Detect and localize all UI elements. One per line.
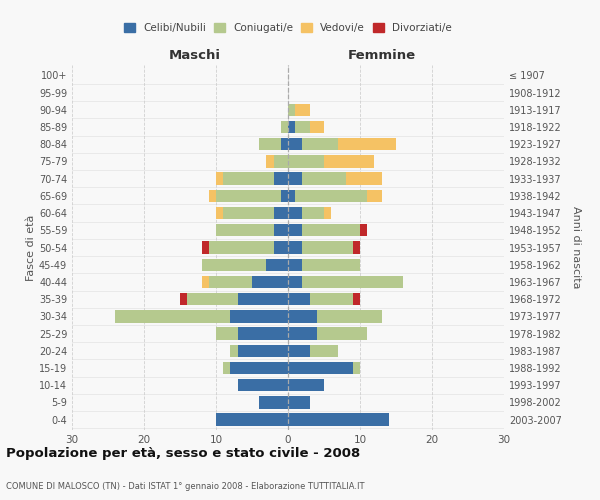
Bar (288, 362, 353, 374)
Bar (216, 207, 223, 220)
Bar (216, 172, 223, 185)
Bar (216, 414, 288, 426)
Bar (346, 172, 382, 185)
Bar (281, 138, 288, 150)
Bar (302, 258, 360, 271)
Bar (281, 190, 288, 202)
Bar (288, 190, 295, 202)
Bar (223, 362, 230, 374)
Bar (288, 276, 302, 288)
Bar (288, 293, 310, 306)
Bar (115, 310, 230, 322)
Bar (288, 258, 302, 271)
Bar (317, 328, 367, 340)
Bar (187, 293, 238, 306)
Bar (238, 328, 288, 340)
Bar (274, 207, 288, 220)
Bar (288, 414, 389, 426)
Bar (324, 155, 374, 168)
Bar (180, 293, 187, 306)
Bar (288, 224, 302, 236)
Bar (295, 121, 310, 133)
Bar (367, 190, 382, 202)
Bar (209, 242, 274, 254)
Bar (288, 138, 302, 150)
Bar (209, 276, 252, 288)
Bar (288, 242, 302, 254)
Bar (324, 207, 331, 220)
Bar (310, 293, 353, 306)
Bar (216, 190, 281, 202)
Bar (209, 190, 216, 202)
Bar (216, 328, 238, 340)
Bar (317, 310, 382, 322)
Bar (288, 104, 295, 116)
Bar (238, 344, 288, 357)
Bar (230, 344, 238, 357)
Bar (353, 293, 360, 306)
Bar (295, 104, 310, 116)
Bar (302, 207, 324, 220)
Y-axis label: Fasce di età: Fasce di età (26, 214, 36, 280)
Legend: Celibi/Nubili, Coniugati/e, Vedovi/e, Divorziati/e: Celibi/Nubili, Coniugati/e, Vedovi/e, Di… (120, 19, 456, 38)
Bar (223, 172, 274, 185)
Text: Maschi: Maschi (169, 48, 220, 62)
Bar (274, 224, 288, 236)
Bar (295, 190, 367, 202)
Bar (288, 155, 324, 168)
Bar (266, 155, 274, 168)
Bar (202, 242, 209, 254)
Bar (302, 138, 338, 150)
Y-axis label: Anni di nascita: Anni di nascita (571, 206, 581, 289)
Bar (302, 172, 346, 185)
Text: Femmine: Femmine (347, 48, 416, 62)
Bar (360, 224, 367, 236)
Bar (288, 121, 295, 133)
Bar (259, 138, 281, 150)
Text: Popolazione per età, sesso e stato civile - 2008: Popolazione per età, sesso e stato civil… (6, 448, 360, 460)
Bar (288, 344, 310, 357)
Bar (274, 242, 288, 254)
Bar (310, 121, 324, 133)
Bar (252, 276, 288, 288)
Bar (230, 362, 288, 374)
Bar (302, 276, 403, 288)
Bar (288, 310, 317, 322)
Bar (274, 155, 288, 168)
Bar (274, 172, 288, 185)
Bar (288, 328, 317, 340)
Bar (216, 224, 274, 236)
Bar (238, 379, 288, 392)
Bar (288, 172, 302, 185)
Bar (338, 138, 396, 150)
Bar (266, 258, 288, 271)
Bar (310, 344, 338, 357)
Bar (259, 396, 288, 408)
Bar (302, 242, 353, 254)
Bar (281, 121, 288, 133)
Bar (202, 258, 266, 271)
Bar (202, 276, 209, 288)
Bar (353, 362, 360, 374)
Bar (230, 310, 288, 322)
Bar (353, 242, 360, 254)
Text: COMUNE DI MALOSCO (TN) - Dati ISTAT 1° gennaio 2008 - Elaborazione TUTTITALIA.IT: COMUNE DI MALOSCO (TN) - Dati ISTAT 1° g… (6, 482, 365, 491)
Bar (288, 379, 324, 392)
Bar (223, 207, 274, 220)
Bar (302, 224, 360, 236)
Bar (238, 293, 288, 306)
Bar (288, 396, 310, 408)
Bar (288, 207, 302, 220)
